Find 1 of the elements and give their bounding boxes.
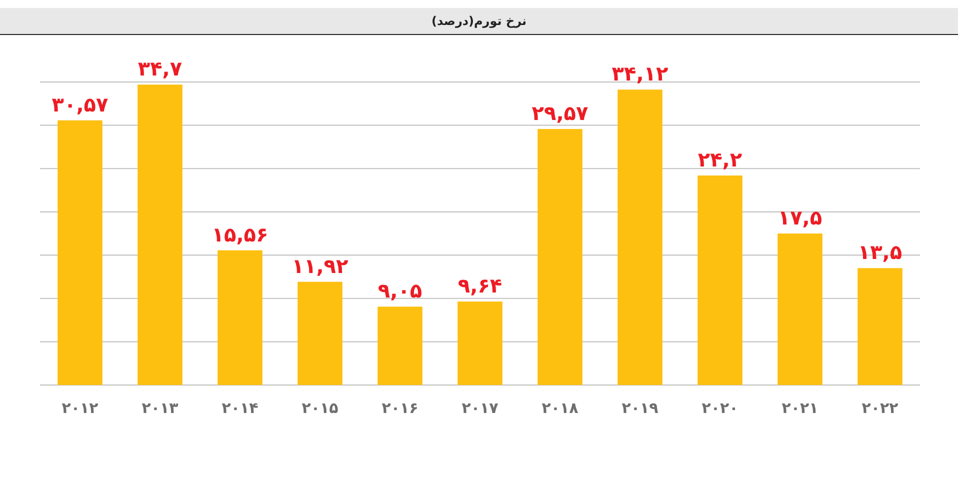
- title: نرخ تورم(درصد): [430, 13, 528, 30]
